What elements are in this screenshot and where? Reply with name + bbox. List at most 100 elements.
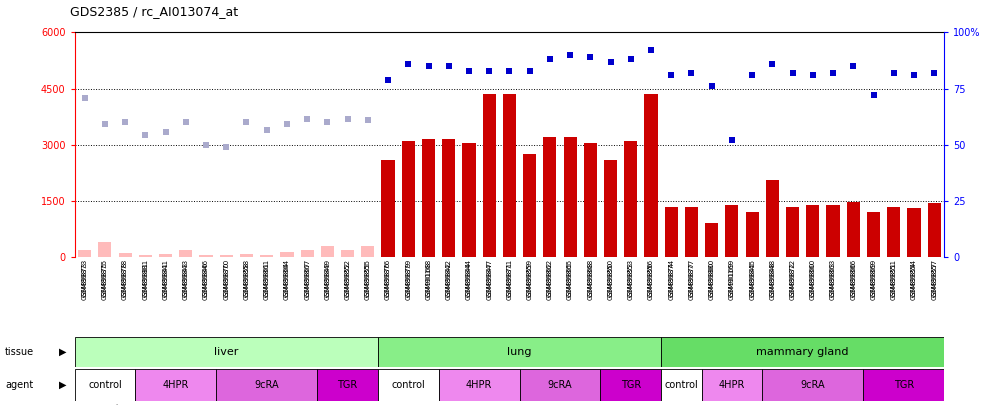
Text: GSM89853: GSM89853 bbox=[628, 259, 634, 297]
Text: GSM89846: GSM89846 bbox=[203, 259, 209, 297]
Bar bbox=[79, 249, 91, 257]
Bar bbox=[402, 141, 414, 257]
Bar bbox=[847, 202, 860, 257]
Text: GSM89852: GSM89852 bbox=[345, 259, 351, 297]
Bar bbox=[382, 160, 395, 257]
Text: GSM89860: GSM89860 bbox=[810, 262, 816, 300]
Point bbox=[380, 77, 396, 83]
Bar bbox=[520, 369, 600, 401]
Bar bbox=[442, 139, 455, 257]
Text: GSM90169: GSM90169 bbox=[729, 262, 735, 300]
Bar bbox=[908, 209, 920, 257]
Point bbox=[805, 72, 821, 78]
Point bbox=[360, 117, 376, 124]
Text: agent: agent bbox=[5, 380, 33, 390]
Text: GSM89854: GSM89854 bbox=[911, 262, 916, 300]
Text: GSM89852: GSM89852 bbox=[345, 262, 351, 300]
Text: GSM89849: GSM89849 bbox=[324, 259, 330, 297]
Text: GSM89861: GSM89861 bbox=[263, 259, 269, 297]
Text: count: count bbox=[92, 404, 120, 405]
Point bbox=[299, 115, 315, 122]
Point bbox=[77, 95, 92, 101]
Text: GSM89848: GSM89848 bbox=[769, 259, 775, 297]
Point bbox=[481, 67, 497, 74]
Text: GSM89859: GSM89859 bbox=[527, 262, 533, 300]
Text: GSM89850: GSM89850 bbox=[607, 259, 613, 297]
Text: GSM89858: GSM89858 bbox=[244, 259, 249, 297]
Bar bbox=[544, 137, 557, 257]
Bar bbox=[523, 154, 536, 257]
Text: GSM89870: GSM89870 bbox=[224, 259, 230, 297]
Text: GDS2385 / rc_AI013074_at: GDS2385 / rc_AI013074_at bbox=[70, 5, 238, 18]
Text: GSM89872: GSM89872 bbox=[789, 262, 795, 300]
Text: GSM89867: GSM89867 bbox=[304, 259, 310, 297]
Text: GSM89875: GSM89875 bbox=[102, 262, 108, 300]
Text: GSM89845: GSM89845 bbox=[749, 259, 755, 297]
Text: GSM89850: GSM89850 bbox=[607, 262, 613, 300]
Text: GSM89846: GSM89846 bbox=[203, 262, 209, 300]
Point bbox=[764, 61, 780, 67]
Text: GSM89873: GSM89873 bbox=[82, 259, 87, 297]
Text: 9cRA: 9cRA bbox=[254, 380, 279, 390]
Bar bbox=[462, 143, 475, 257]
Point bbox=[886, 70, 902, 76]
Text: 4HPR: 4HPR bbox=[466, 380, 492, 390]
Bar bbox=[378, 337, 661, 367]
Text: GSM89869: GSM89869 bbox=[871, 262, 877, 300]
Point bbox=[461, 67, 477, 74]
Bar bbox=[483, 94, 496, 257]
Text: GSM89858: GSM89858 bbox=[244, 262, 249, 300]
Text: GSM89855: GSM89855 bbox=[365, 259, 371, 297]
Bar bbox=[927, 203, 940, 257]
Point bbox=[623, 56, 639, 63]
Point bbox=[684, 70, 700, 76]
Bar bbox=[786, 207, 799, 257]
Bar bbox=[644, 94, 658, 257]
Point bbox=[724, 137, 740, 143]
Text: GSM89856: GSM89856 bbox=[648, 259, 654, 297]
Bar bbox=[135, 369, 216, 401]
Text: GSM89879: GSM89879 bbox=[406, 259, 412, 297]
Text: 4HPR: 4HPR bbox=[719, 380, 746, 390]
Point bbox=[542, 56, 558, 63]
Point bbox=[279, 121, 295, 128]
Bar bbox=[746, 212, 758, 257]
Text: control: control bbox=[664, 380, 698, 390]
Text: GSM89880: GSM89880 bbox=[709, 262, 715, 300]
Bar bbox=[826, 205, 840, 257]
Text: TGR: TGR bbox=[338, 380, 358, 390]
Text: mammary gland: mammary gland bbox=[756, 347, 849, 357]
Text: GSM89880: GSM89880 bbox=[709, 259, 715, 297]
Bar bbox=[806, 205, 819, 257]
Text: lung: lung bbox=[507, 347, 532, 357]
Bar bbox=[726, 205, 739, 257]
Bar bbox=[864, 369, 944, 401]
Text: GSM89844: GSM89844 bbox=[466, 259, 472, 297]
Bar bbox=[762, 369, 864, 401]
Point bbox=[198, 142, 214, 148]
Text: ■: ■ bbox=[75, 404, 83, 405]
Text: GSM89874: GSM89874 bbox=[668, 259, 674, 297]
Point bbox=[845, 63, 861, 69]
Bar bbox=[220, 255, 233, 257]
Bar bbox=[280, 252, 293, 257]
Text: GSM89849: GSM89849 bbox=[324, 262, 330, 300]
Bar bbox=[888, 207, 901, 257]
Point bbox=[258, 126, 274, 133]
Text: GSM89877: GSM89877 bbox=[689, 262, 695, 300]
Text: GSM89866: GSM89866 bbox=[850, 259, 856, 297]
Text: ▶: ▶ bbox=[59, 380, 67, 390]
Bar bbox=[300, 249, 314, 257]
Text: GSM89855: GSM89855 bbox=[365, 262, 371, 300]
Point bbox=[582, 54, 598, 60]
Bar bbox=[75, 369, 135, 401]
Bar bbox=[564, 137, 577, 257]
Bar bbox=[98, 242, 111, 257]
Point bbox=[420, 63, 436, 69]
Bar bbox=[321, 245, 334, 257]
Text: GSM89842: GSM89842 bbox=[445, 259, 451, 297]
Text: TGR: TGR bbox=[620, 380, 641, 390]
Point bbox=[340, 115, 356, 122]
Text: GSM89867: GSM89867 bbox=[304, 262, 310, 300]
Point bbox=[178, 119, 194, 126]
